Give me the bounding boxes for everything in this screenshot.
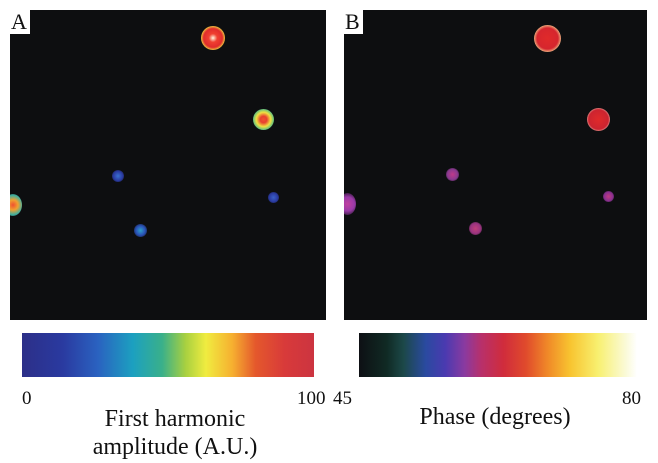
colorbar-b-max-label: 80 [622,388,641,409]
spot-a-6 [134,224,147,237]
colorbar-a-min-label: 0 [22,388,32,409]
spot-a-4 [10,194,22,216]
spot-a-2 [253,109,274,130]
colorbar-b-min-label: 45 [333,388,352,409]
spot-b-1 [534,25,561,52]
spot-a-5 [268,192,279,203]
spot-b-5 [603,191,614,202]
panel-a-letter: A [10,10,30,34]
amplitude-colorbar [22,333,314,377]
spot-a-3 [112,170,124,182]
spot-b-6 [469,222,482,235]
spot-b-3 [446,168,459,181]
phase-caption: Phase (degrees) [419,404,571,430]
amplitude-caption-line1: First harmonic [104,406,246,432]
panel-a-amplitude-image: A [10,10,326,320]
amplitude-caption-line2: amplitude (A.U.) [92,434,258,460]
phase-colorbar [359,333,637,377]
spot-b-4 [344,193,356,215]
spot-a-1 [201,26,225,50]
colorbar-a-max-label: 100 [297,388,326,409]
spot-b-2 [587,108,610,131]
panel-b-letter: B [344,10,363,34]
panel-b-phase-image: B [344,10,647,320]
